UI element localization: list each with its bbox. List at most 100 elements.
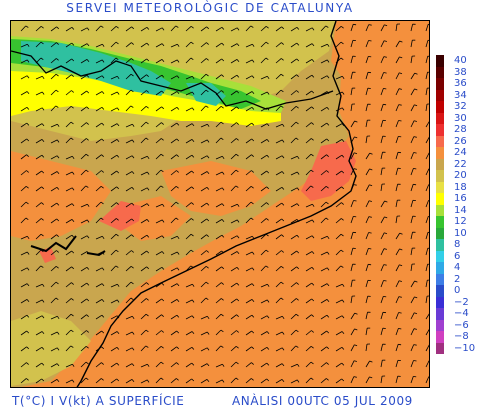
wind-barb-icon	[398, 136, 402, 138]
wind-barb-icon	[56, 379, 60, 382]
wind-barb-icon	[65, 90, 72, 96]
wind-barb-icon	[175, 201, 179, 205]
wind-barb-icon	[410, 72, 416, 80]
wind-barb-icon	[155, 377, 162, 384]
wind-barb-icon	[35, 75, 43, 80]
wind-barb-icon	[116, 378, 120, 382]
wind-barb-icon	[428, 200, 429, 201]
wind-barb-icon	[341, 123, 345, 127]
wind-barb-icon	[395, 136, 399, 144]
wind-barb-icon	[140, 90, 147, 96]
wind-barb-icon	[296, 58, 300, 62]
wind-barb-icon	[176, 107, 180, 110]
wind-barb-icon	[146, 90, 149, 93]
wind-barb-icon	[50, 123, 58, 128]
wind-barb-icon	[56, 26, 60, 30]
wind-barb-icon	[101, 378, 104, 381]
wind-barb-icon	[131, 331, 135, 335]
wind-barb-icon	[245, 378, 252, 384]
wind-barb-icon	[260, 139, 268, 144]
wind-barb-icon	[413, 120, 418, 122]
wind-barb-icon	[290, 313, 297, 320]
wind-barb-icon	[110, 233, 117, 240]
wind-barb-icon	[290, 266, 297, 272]
wind-barb-icon	[251, 107, 255, 110]
wind-barb-icon	[20, 299, 28, 304]
wind-barb-icon	[230, 251, 238, 256]
wind-barb-icon	[221, 27, 225, 30]
wind-barb-icon	[115, 57, 119, 61]
wind-barb-icon	[71, 74, 74, 77]
legend-label: 32	[454, 101, 467, 112]
wind-barb-icon	[185, 57, 192, 64]
wind-barb-icon	[155, 314, 162, 320]
wind-barb-icon	[275, 123, 283, 128]
wind-barb-icon	[310, 169, 314, 173]
wind-barb-icon	[380, 24, 385, 32]
wind-barb-icon	[71, 282, 74, 285]
wind-barb-icon	[200, 123, 208, 128]
wind-barb-icon	[155, 361, 162, 368]
wind-barb-icon	[80, 74, 88, 80]
wind-barb-icon	[326, 91, 330, 95]
wind-barb-icon	[350, 360, 355, 368]
wind-barb-icon	[125, 218, 132, 224]
wind-barb-icon	[380, 360, 383, 368]
wind-barb-icon	[350, 168, 355, 176]
wind-barb-icon	[350, 264, 353, 272]
wind-barb-icon	[191, 107, 195, 111]
wind-barb-icon	[365, 200, 370, 208]
wind-barb-icon	[230, 282, 238, 288]
wind-barb-icon	[80, 203, 88, 208]
wind-barb-icon	[140, 329, 147, 336]
wind-barb-icon	[110, 26, 117, 32]
wind-barb-icon	[131, 139, 135, 143]
wind-barb-icon	[320, 378, 327, 384]
wind-barb-icon	[80, 59, 88, 64]
wind-barb-icon	[176, 75, 180, 79]
wind-barb-icon	[20, 346, 27, 352]
wind-barb-icon	[395, 88, 400, 96]
wind-barb-icon	[245, 362, 252, 368]
wind-barb-icon	[35, 202, 42, 208]
wind-barb-icon	[86, 298, 90, 302]
wind-barb-icon	[414, 296, 418, 299]
legend-label: 20	[454, 170, 467, 181]
wind-barb-icon	[35, 91, 43, 96]
wind-barb-icon	[311, 219, 315, 223]
wind-barb-icon	[147, 363, 150, 367]
wind-barb-icon	[383, 248, 387, 250]
wind-barb-icon	[101, 122, 105, 126]
wind-barb-icon	[335, 91, 343, 96]
wind-barb-icon	[305, 235, 313, 240]
wind-barb-icon	[281, 379, 285, 382]
wind-barb-icon	[131, 347, 135, 351]
wind-barb-icon	[335, 107, 343, 112]
wind-barb-icon	[207, 123, 210, 127]
legend-label: 8	[454, 239, 461, 250]
wind-barb-icon	[265, 233, 269, 237]
wind-barb-icon	[281, 250, 284, 253]
wind-barb-icon	[125, 186, 133, 192]
wind-barb-icon	[160, 169, 164, 173]
wind-barb-icon	[425, 104, 428, 112]
wind-barb-icon	[116, 202, 119, 205]
wind-barb-icon	[236, 90, 240, 94]
wind-barb-icon	[161, 59, 165, 62]
wind-barb-icon	[147, 156, 150, 160]
wind-barb-icon	[170, 106, 178, 112]
wind-barb-icon	[350, 56, 354, 64]
wind-barb-icon	[350, 24, 354, 32]
wind-barb-icon	[56, 171, 60, 175]
wind-barb-icon	[80, 346, 87, 352]
wind-barb-icon	[335, 75, 343, 80]
wind-barb-icon	[395, 312, 399, 320]
wind-barb-icon	[95, 378, 102, 384]
wind-barb-icon	[140, 26, 148, 32]
wind-barb-icon	[26, 362, 29, 365]
wind-barb-icon	[80, 377, 87, 384]
wind-barb-icon	[236, 27, 240, 31]
wind-barb-icon	[131, 234, 134, 237]
wind-barb-icon	[290, 345, 297, 352]
wind-barb-icon	[380, 248, 385, 256]
